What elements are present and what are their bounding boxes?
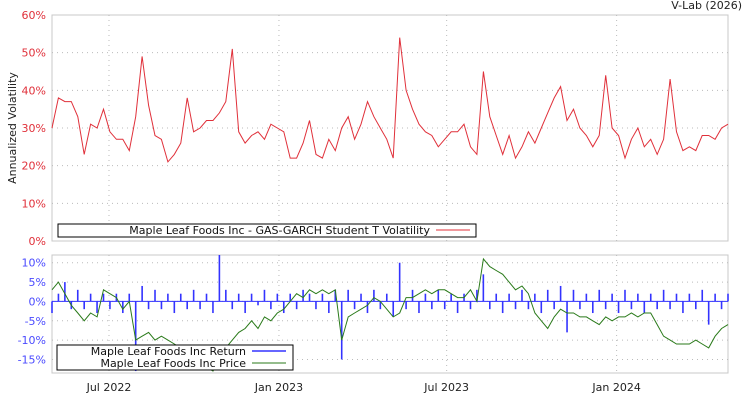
legend-box (57, 223, 477, 238)
y-tick-label: -10% (18, 334, 46, 347)
y-axis-label: Annualized Volatility (6, 72, 19, 184)
y-tick-label: 10% (22, 197, 46, 210)
x-tick-label: Jul 2023 (423, 381, 469, 394)
x-tick-label: Jan 2023 (254, 381, 303, 394)
legend-box (56, 344, 294, 371)
price-line (51, 257, 729, 372)
volatility-line (51, 37, 729, 163)
legend-label-price: Maple Leaf Foods Inc Price (100, 357, 246, 370)
y-tick-label: -15% (18, 353, 46, 366)
y-tick-label: 40% (22, 84, 46, 97)
y-tick-label: 20% (22, 160, 46, 173)
y-tick-label: 30% (22, 122, 46, 135)
vlab-credit: V-Lab (2026) (671, 0, 742, 12)
y-tick-label: 5% (29, 276, 46, 289)
y-tick-label: 0% (29, 295, 46, 308)
y-tick-label: 60% (22, 9, 46, 22)
x-tick-label: Jan 2024 (591, 381, 640, 394)
y-tick-label: 0% (29, 235, 46, 248)
plot-frame-0 (51, 14, 729, 242)
y-tick-label: -5% (25, 315, 46, 328)
legend-label-volatility: Maple Leaf Foods Inc - GAS-GARCH Student… (129, 224, 430, 237)
y-tick-label: 50% (22, 47, 46, 60)
x-tick-label: Jul 2022 (86, 381, 132, 394)
legend-label-return: Maple Leaf Foods Inc Return (91, 345, 246, 358)
y-tick-label: 10% (22, 257, 46, 270)
